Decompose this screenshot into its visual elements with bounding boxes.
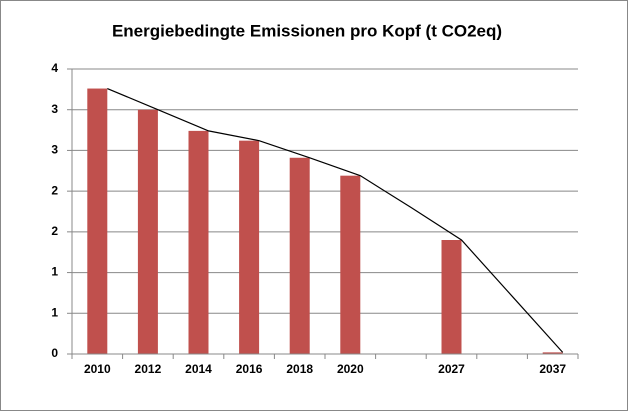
bar (188, 130, 209, 354)
x-tick-label: 2018 (286, 362, 313, 376)
bar (542, 352, 563, 354)
x-tick-label: 2012 (135, 362, 162, 376)
bar (441, 240, 462, 354)
y-tick-label: 3 (51, 143, 58, 157)
bar (239, 140, 260, 354)
y-tick-label: 1 (51, 305, 58, 319)
x-tick-label: 2037 (539, 362, 566, 376)
x-tick-label: 2010 (84, 362, 111, 376)
x-tick-label: 2014 (185, 362, 212, 376)
bar (87, 88, 108, 355)
x-tick-label: 2027 (438, 362, 465, 376)
chart-title: Energiebedingte Emissionen pro Kopf (t C… (112, 21, 502, 40)
bar (137, 109, 158, 354)
x-tick-label: 2016 (236, 362, 263, 376)
x-tick-label: 2020 (337, 362, 364, 376)
y-tick-label: 2 (51, 183, 58, 197)
y-tick-label: 1 (51, 265, 58, 279)
y-tick-label: 3 (51, 102, 58, 116)
y-tick-label: 2 (51, 224, 58, 238)
bar (340, 175, 361, 354)
line (107, 87, 564, 353)
bar (289, 157, 310, 354)
y-tick-label: 4 (51, 61, 58, 75)
y-tick-label: 0 (51, 346, 58, 360)
